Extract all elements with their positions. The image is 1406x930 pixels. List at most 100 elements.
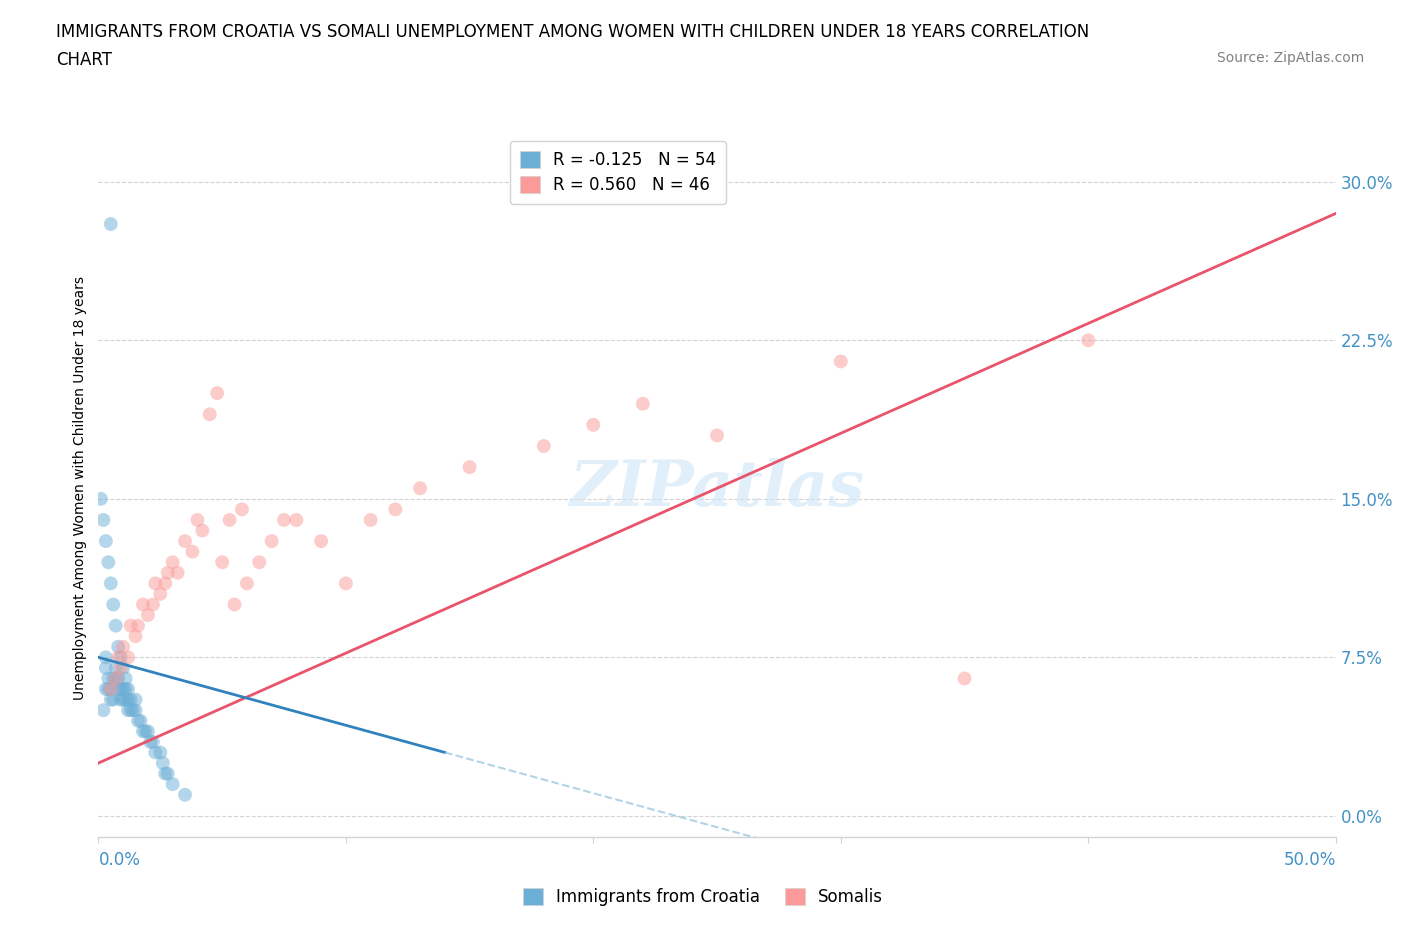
Point [90,491,112,506]
Point [273,512,295,527]
Point [174,534,197,549]
Point [142,597,165,612]
Point [122,703,145,718]
Point [124,629,146,644]
Point [360,512,382,527]
Point [114,692,136,707]
Point [142,735,165,750]
Text: Source: ZipAtlas.com: Source: ZipAtlas.com [1216,51,1364,65]
Text: 50.0%: 50.0% [1284,851,1336,869]
Point [114,682,136,697]
Point [117,682,139,697]
Point [120,618,142,633]
Point [100,576,122,591]
Point [166,565,188,580]
Point [110,650,132,665]
Point [103,597,125,612]
Point [103,671,125,686]
Point [127,713,149,728]
Point [152,755,174,770]
Point [97,671,120,686]
Point [124,703,146,718]
Point [1077,333,1099,348]
Point [117,703,139,718]
Point [155,576,177,591]
Point [97,555,120,570]
Point [198,406,221,421]
Point [156,565,179,580]
Text: CHART: CHART [56,51,112,69]
Point [191,523,214,538]
Point [211,555,233,570]
Point [100,682,122,697]
Point [136,724,159,738]
Point [953,671,976,686]
Point [149,587,172,602]
Point [112,692,135,707]
Point [132,597,155,612]
Point [104,618,127,633]
Point [285,512,308,527]
Point [139,735,162,750]
Point [93,512,115,527]
Point [117,650,139,665]
Legend: Immigrants from Croatia, Somalis: Immigrants from Croatia, Somalis [516,881,890,912]
Point [143,576,166,591]
Point [129,713,152,728]
Point [124,692,146,707]
Point [110,660,132,675]
Point [100,692,122,707]
Text: IMMIGRANTS FROM CROATIA VS SOMALI UNEMPLOYMENT AMONG WOMEN WITH CHILDREN UNDER 1: IMMIGRANTS FROM CROATIA VS SOMALI UNEMPL… [56,23,1090,41]
Point [582,418,605,432]
Point [384,502,406,517]
Point [94,534,117,549]
Point [247,555,270,570]
Point [706,428,728,443]
Point [224,597,246,612]
Point [181,544,204,559]
Point [93,703,115,718]
Point [155,766,177,781]
Point [94,650,117,665]
Point [112,660,135,675]
Point [236,576,259,591]
Point [127,618,149,633]
Point [205,386,228,401]
Point [309,534,332,549]
Point [104,671,127,686]
Point [136,607,159,622]
Point [231,502,253,517]
Point [533,439,555,454]
Point [107,639,129,654]
Legend: R = -0.125   N = 54, R = 0.560   N = 46: R = -0.125 N = 54, R = 0.560 N = 46 [510,140,727,204]
Point [156,766,179,781]
Point [409,481,432,496]
Point [100,682,122,697]
Point [112,639,135,654]
Point [335,576,357,591]
Point [132,724,155,738]
Y-axis label: Unemployment Among Women with Children Under 18 years: Unemployment Among Women with Children U… [73,276,87,700]
Point [162,777,184,791]
Point [120,692,142,707]
Point [117,692,139,707]
Point [162,555,184,570]
Point [94,682,117,697]
Point [103,692,125,707]
Point [94,660,117,675]
Point [104,660,127,675]
Text: 0.0%: 0.0% [98,851,141,869]
Point [458,459,481,474]
Point [143,745,166,760]
Point [134,724,156,738]
Point [260,534,283,549]
Point [112,682,135,697]
Point [110,692,132,707]
Point [110,682,132,697]
Point [174,788,197,803]
Point [107,682,129,697]
Point [120,703,142,718]
Point [104,671,127,686]
Point [631,396,654,411]
Point [830,354,852,369]
